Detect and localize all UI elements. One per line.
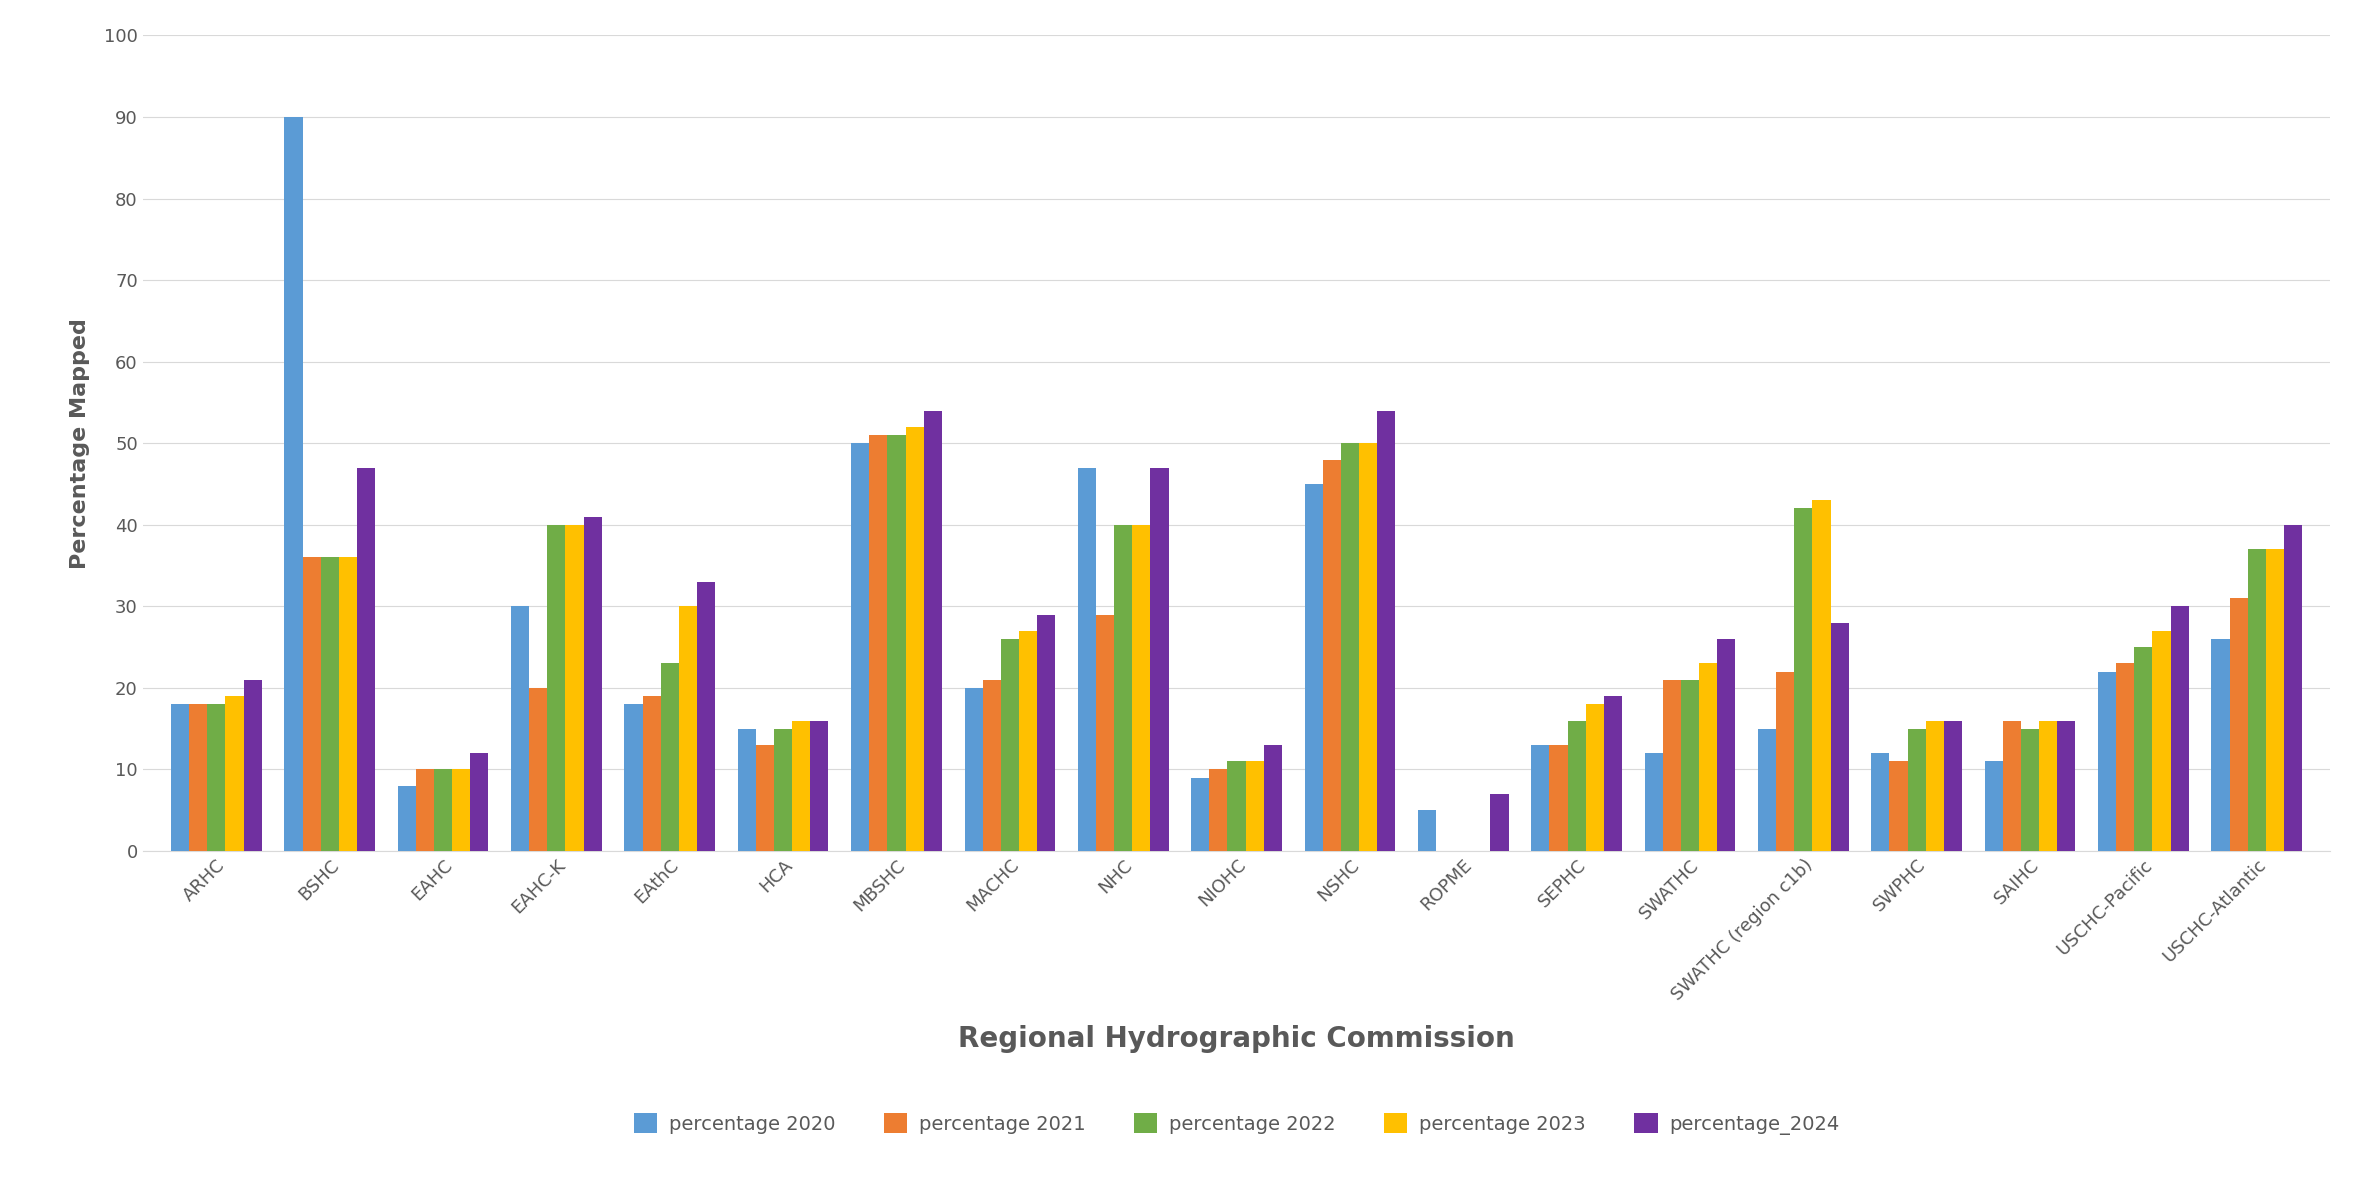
- Bar: [625, 704, 642, 851]
- Bar: [171, 704, 190, 851]
- Bar: [2116, 663, 2135, 851]
- Bar: [285, 117, 302, 851]
- Bar: [2283, 525, 2302, 851]
- Bar: [2212, 639, 2231, 851]
- Bar: [435, 769, 452, 851]
- Bar: [583, 517, 602, 851]
- Bar: [1306, 485, 1322, 851]
- Bar: [697, 582, 716, 851]
- Bar: [1986, 761, 2002, 851]
- Bar: [870, 435, 887, 851]
- Bar: [566, 525, 583, 851]
- Bar: [1776, 671, 1795, 851]
- Bar: [357, 468, 376, 851]
- Bar: [2021, 728, 2038, 851]
- Bar: [982, 680, 1001, 851]
- Bar: [190, 704, 207, 851]
- Bar: [1681, 680, 1698, 851]
- Bar: [547, 525, 566, 851]
- Bar: [1926, 721, 1943, 851]
- Bar: [1417, 811, 1436, 851]
- Bar: [397, 786, 416, 851]
- Bar: [1037, 615, 1056, 851]
- Legend: percentage 2020, percentage 2021, percentage 2022, percentage 2023, percentage_2: percentage 2020, percentage 2021, percen…: [625, 1105, 1848, 1143]
- Bar: [1263, 745, 1282, 851]
- Bar: [678, 606, 697, 851]
- Bar: [452, 769, 471, 851]
- Bar: [2247, 550, 2266, 851]
- Bar: [1341, 443, 1358, 851]
- Bar: [1891, 761, 1907, 851]
- Bar: [1115, 525, 1132, 851]
- Bar: [1871, 753, 1891, 851]
- Bar: [1001, 639, 1018, 851]
- Bar: [2002, 721, 2021, 851]
- Bar: [2097, 671, 2116, 851]
- Bar: [1132, 525, 1151, 851]
- Bar: [2135, 648, 2152, 851]
- Bar: [1531, 745, 1550, 851]
- Bar: [1191, 778, 1210, 851]
- Bar: [2038, 721, 2057, 851]
- Bar: [851, 443, 870, 851]
- Bar: [1662, 680, 1681, 851]
- Bar: [737, 728, 756, 851]
- Bar: [530, 688, 547, 851]
- Bar: [1603, 696, 1622, 851]
- Bar: [1491, 794, 1508, 851]
- Bar: [2057, 721, 2076, 851]
- Bar: [1018, 631, 1037, 851]
- Bar: [906, 427, 923, 851]
- Bar: [792, 721, 811, 851]
- Bar: [321, 558, 338, 851]
- Bar: [1151, 468, 1168, 851]
- Bar: [1246, 761, 1263, 851]
- Bar: [1757, 728, 1776, 851]
- Bar: [2152, 631, 2171, 851]
- Bar: [1831, 623, 1848, 851]
- Bar: [1096, 615, 1115, 851]
- Bar: [302, 558, 321, 851]
- Bar: [2231, 598, 2247, 851]
- Bar: [1077, 468, 1096, 851]
- Y-axis label: Percentage Mapped: Percentage Mapped: [69, 318, 90, 569]
- Bar: [756, 745, 775, 851]
- Bar: [416, 769, 435, 851]
- Bar: [1812, 500, 1831, 851]
- Bar: [1646, 753, 1662, 851]
- Bar: [2171, 606, 2188, 851]
- Bar: [775, 728, 792, 851]
- Bar: [1358, 443, 1377, 851]
- Bar: [1943, 721, 1962, 851]
- Bar: [1586, 704, 1603, 851]
- Bar: [1717, 639, 1736, 851]
- Bar: [661, 663, 678, 851]
- Bar: [1227, 761, 1246, 851]
- Bar: [1322, 460, 1341, 851]
- Bar: [1377, 410, 1396, 851]
- Bar: [207, 704, 226, 851]
- Bar: [471, 753, 487, 851]
- Bar: [243, 680, 262, 851]
- Bar: [965, 688, 982, 851]
- Bar: [338, 558, 357, 851]
- Bar: [2266, 550, 2283, 851]
- Bar: [923, 410, 942, 851]
- Bar: [811, 721, 828, 851]
- Bar: [226, 696, 243, 851]
- Bar: [1210, 769, 1227, 851]
- Bar: [642, 696, 661, 851]
- Bar: [887, 435, 906, 851]
- Bar: [511, 606, 530, 851]
- Bar: [1698, 663, 1717, 851]
- Bar: [1567, 721, 1586, 851]
- Bar: [1550, 745, 1567, 851]
- X-axis label: Regional Hydrographic Commission: Regional Hydrographic Commission: [958, 1025, 1515, 1053]
- Bar: [1795, 508, 1812, 851]
- Bar: [1907, 728, 1926, 851]
